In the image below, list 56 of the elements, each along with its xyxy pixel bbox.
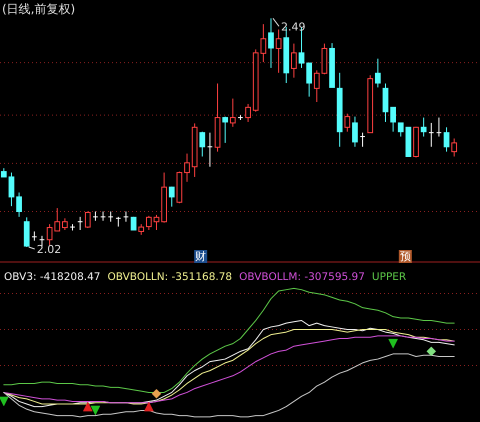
text: OBVBOLLN: -351168.78 <box>107 271 232 283</box>
candlestick <box>108 210 114 222</box>
candlestick <box>230 98 236 128</box>
candlestick <box>168 186 175 208</box>
candlestick <box>92 210 98 222</box>
candlestick <box>146 215 152 230</box>
candlestick <box>382 83 388 122</box>
point <box>152 388 162 398</box>
candlestick <box>130 216 136 231</box>
candlestick <box>451 138 458 158</box>
candlestick <box>62 218 68 230</box>
candlestick <box>77 216 84 230</box>
candlestick <box>123 210 129 222</box>
candlestick <box>291 43 297 78</box>
candlestick <box>374 58 381 88</box>
text: UPPER <box>372 271 406 283</box>
candlestick <box>115 216 122 228</box>
candlestick <box>276 28 282 74</box>
candlestick <box>352 116 358 148</box>
candlestick <box>199 131 206 158</box>
candlestick <box>344 113 350 132</box>
point <box>83 402 93 412</box>
point <box>0 396 9 406</box>
candlestick <box>306 62 312 98</box>
point <box>144 402 154 412</box>
text: OBVBOLLM: -307595.97 <box>239 271 365 283</box>
candlestick <box>100 210 106 222</box>
candlestick <box>428 122 434 148</box>
candlestick <box>84 210 91 229</box>
text: 预 <box>400 250 411 263</box>
point <box>426 346 436 356</box>
text: OBV3: -418208.47 <box>4 271 100 283</box>
candlestick <box>31 230 38 242</box>
candlestick <box>46 224 52 246</box>
candlestick <box>222 116 228 144</box>
candlestick <box>54 208 60 232</box>
candlestick <box>207 132 213 168</box>
candlestick <box>444 126 450 152</box>
candlestick <box>154 214 160 230</box>
annotation: 2.02 <box>36 243 62 256</box>
text: 财 <box>195 250 206 263</box>
chart-title: (日线,前复权) <box>2 2 76 16</box>
candlestick <box>268 18 274 68</box>
candlestick <box>184 153 190 182</box>
candlestick <box>314 70 320 102</box>
candlestick <box>390 106 396 132</box>
point <box>388 338 398 348</box>
candlestick <box>360 132 366 148</box>
candlestick <box>398 122 404 138</box>
annotation: 2.49 <box>280 20 306 34</box>
point <box>90 406 100 416</box>
candlestick <box>138 224 144 236</box>
candlestick <box>436 117 442 138</box>
candlestick <box>420 117 427 138</box>
candlestick <box>260 24 266 63</box>
candlestick <box>245 103 251 122</box>
